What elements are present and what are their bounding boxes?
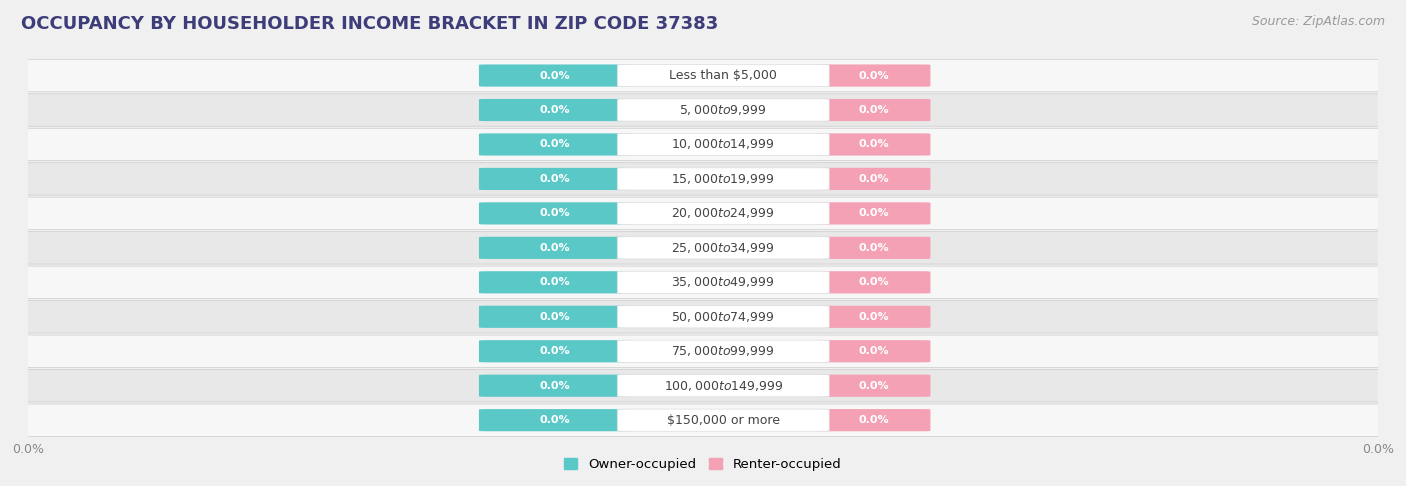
FancyBboxPatch shape bbox=[617, 340, 830, 363]
FancyBboxPatch shape bbox=[479, 99, 630, 121]
Text: 0.0%: 0.0% bbox=[858, 312, 889, 322]
FancyBboxPatch shape bbox=[21, 369, 1385, 402]
FancyBboxPatch shape bbox=[479, 202, 630, 225]
FancyBboxPatch shape bbox=[479, 271, 630, 294]
FancyBboxPatch shape bbox=[817, 271, 931, 294]
FancyBboxPatch shape bbox=[479, 237, 630, 259]
Text: 0.0%: 0.0% bbox=[540, 139, 569, 150]
FancyBboxPatch shape bbox=[21, 266, 1385, 298]
Legend: Owner-occupied, Renter-occupied: Owner-occupied, Renter-occupied bbox=[560, 453, 846, 476]
Text: 0.0%: 0.0% bbox=[540, 243, 569, 253]
Text: $5,000 to $9,999: $5,000 to $9,999 bbox=[679, 103, 768, 117]
Text: Source: ZipAtlas.com: Source: ZipAtlas.com bbox=[1251, 15, 1385, 28]
Text: OCCUPANCY BY HOUSEHOLDER INCOME BRACKET IN ZIP CODE 37383: OCCUPANCY BY HOUSEHOLDER INCOME BRACKET … bbox=[21, 15, 718, 33]
FancyBboxPatch shape bbox=[21, 94, 1385, 126]
Text: 0.0%: 0.0% bbox=[540, 312, 569, 322]
Text: 0.0%: 0.0% bbox=[858, 278, 889, 287]
Text: $15,000 to $19,999: $15,000 to $19,999 bbox=[672, 172, 775, 186]
FancyBboxPatch shape bbox=[479, 133, 630, 156]
FancyBboxPatch shape bbox=[817, 375, 931, 397]
Text: 0.0%: 0.0% bbox=[540, 278, 569, 287]
Text: 0.0%: 0.0% bbox=[858, 415, 889, 425]
FancyBboxPatch shape bbox=[479, 409, 630, 431]
FancyBboxPatch shape bbox=[617, 202, 830, 225]
FancyBboxPatch shape bbox=[617, 375, 830, 397]
FancyBboxPatch shape bbox=[817, 65, 931, 87]
Text: 0.0%: 0.0% bbox=[540, 415, 569, 425]
FancyBboxPatch shape bbox=[817, 99, 931, 121]
Text: 0.0%: 0.0% bbox=[858, 243, 889, 253]
FancyBboxPatch shape bbox=[617, 99, 830, 121]
FancyBboxPatch shape bbox=[479, 375, 630, 397]
Text: $35,000 to $49,999: $35,000 to $49,999 bbox=[672, 276, 775, 289]
FancyBboxPatch shape bbox=[817, 306, 931, 328]
Text: 0.0%: 0.0% bbox=[858, 70, 889, 81]
FancyBboxPatch shape bbox=[21, 59, 1385, 92]
Text: 0.0%: 0.0% bbox=[858, 381, 889, 391]
FancyBboxPatch shape bbox=[479, 306, 630, 328]
Text: 0.0%: 0.0% bbox=[540, 208, 569, 218]
Text: 0.0%: 0.0% bbox=[858, 139, 889, 150]
Text: 0.0%: 0.0% bbox=[858, 208, 889, 218]
FancyBboxPatch shape bbox=[617, 65, 830, 87]
FancyBboxPatch shape bbox=[21, 128, 1385, 161]
Text: $50,000 to $74,999: $50,000 to $74,999 bbox=[672, 310, 775, 324]
FancyBboxPatch shape bbox=[617, 237, 830, 259]
Text: 0.0%: 0.0% bbox=[858, 174, 889, 184]
FancyBboxPatch shape bbox=[21, 300, 1385, 333]
Text: $150,000 or more: $150,000 or more bbox=[666, 414, 780, 427]
FancyBboxPatch shape bbox=[817, 202, 931, 225]
FancyBboxPatch shape bbox=[617, 271, 830, 294]
FancyBboxPatch shape bbox=[21, 163, 1385, 195]
FancyBboxPatch shape bbox=[21, 232, 1385, 264]
Text: 0.0%: 0.0% bbox=[540, 381, 569, 391]
Text: 0.0%: 0.0% bbox=[540, 174, 569, 184]
FancyBboxPatch shape bbox=[479, 340, 630, 363]
FancyBboxPatch shape bbox=[479, 168, 630, 190]
Text: $100,000 to $149,999: $100,000 to $149,999 bbox=[664, 379, 783, 393]
Text: Less than $5,000: Less than $5,000 bbox=[669, 69, 778, 82]
FancyBboxPatch shape bbox=[21, 335, 1385, 367]
FancyBboxPatch shape bbox=[617, 409, 830, 431]
Text: 0.0%: 0.0% bbox=[540, 70, 569, 81]
FancyBboxPatch shape bbox=[21, 197, 1385, 229]
Text: $10,000 to $14,999: $10,000 to $14,999 bbox=[672, 138, 775, 152]
FancyBboxPatch shape bbox=[817, 168, 931, 190]
Text: $20,000 to $24,999: $20,000 to $24,999 bbox=[672, 207, 775, 220]
Text: $75,000 to $99,999: $75,000 to $99,999 bbox=[672, 344, 775, 358]
FancyBboxPatch shape bbox=[617, 306, 830, 328]
Text: 0.0%: 0.0% bbox=[858, 346, 889, 356]
FancyBboxPatch shape bbox=[479, 65, 630, 87]
FancyBboxPatch shape bbox=[817, 409, 931, 431]
Text: 0.0%: 0.0% bbox=[858, 105, 889, 115]
FancyBboxPatch shape bbox=[817, 237, 931, 259]
FancyBboxPatch shape bbox=[817, 133, 931, 156]
Text: 0.0%: 0.0% bbox=[540, 346, 569, 356]
Text: $25,000 to $34,999: $25,000 to $34,999 bbox=[672, 241, 775, 255]
Text: 0.0%: 0.0% bbox=[540, 105, 569, 115]
FancyBboxPatch shape bbox=[21, 404, 1385, 436]
FancyBboxPatch shape bbox=[617, 133, 830, 156]
FancyBboxPatch shape bbox=[617, 168, 830, 190]
FancyBboxPatch shape bbox=[817, 340, 931, 363]
